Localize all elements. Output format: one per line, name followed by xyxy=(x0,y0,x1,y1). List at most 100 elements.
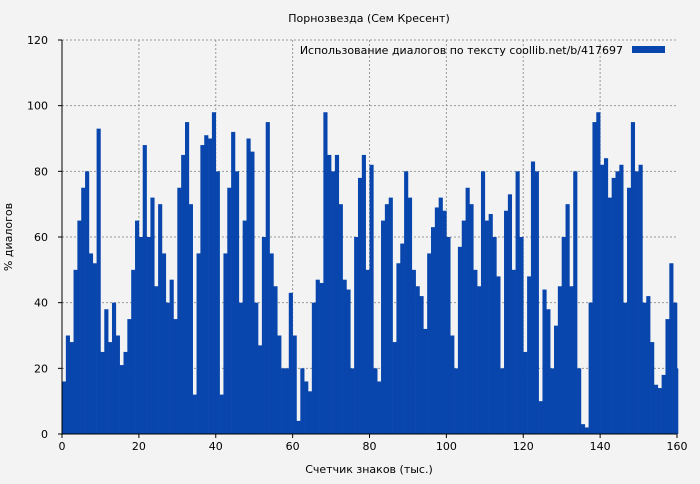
data-bar xyxy=(308,391,313,434)
data-bar xyxy=(234,171,240,435)
data-bar xyxy=(450,335,455,434)
data-bar xyxy=(573,171,578,435)
data-bar xyxy=(492,237,497,434)
data-bar xyxy=(138,237,144,434)
data-bar xyxy=(100,351,105,434)
data-bar xyxy=(361,154,366,434)
data-bar xyxy=(500,368,505,434)
data-bar xyxy=(600,164,605,434)
data-bar xyxy=(565,204,570,434)
data-bar xyxy=(488,214,493,434)
data-bar xyxy=(465,187,470,434)
data-bar xyxy=(108,342,113,434)
data-bar xyxy=(577,368,582,434)
data-bar xyxy=(115,335,120,434)
data-bar xyxy=(369,164,374,434)
x-tick-label: 80 xyxy=(363,440,377,453)
data-bar xyxy=(484,220,489,434)
data-bar xyxy=(603,158,609,434)
data-bar xyxy=(427,253,432,434)
data-bar xyxy=(196,253,201,434)
data-bar xyxy=(373,368,378,434)
data-bar xyxy=(346,289,351,434)
data-bar xyxy=(284,368,290,434)
data-bar xyxy=(653,384,659,434)
data-bar xyxy=(538,401,543,434)
data-bar xyxy=(527,276,532,434)
y-tick-label: 100 xyxy=(27,100,48,113)
data-bar xyxy=(638,164,643,434)
x-tick-label: 60 xyxy=(286,440,300,453)
data-bar xyxy=(188,204,193,434)
data-bar xyxy=(269,253,274,434)
data-bar xyxy=(446,237,451,434)
data-bar xyxy=(246,138,251,434)
data-bar xyxy=(338,204,343,434)
data-bar xyxy=(277,335,282,434)
data-bar xyxy=(627,187,632,434)
data-bar xyxy=(334,154,340,434)
legend: Использование диалогов по тексту coollib… xyxy=(300,44,665,57)
data-bar xyxy=(561,237,566,434)
data-bar xyxy=(327,154,332,434)
y-tick-label: 20 xyxy=(34,362,48,375)
data-bar xyxy=(673,302,678,434)
data-bar xyxy=(119,365,124,434)
data-bar xyxy=(381,220,386,434)
data-bar xyxy=(123,351,128,434)
data-bar xyxy=(350,368,355,434)
data-bar xyxy=(181,154,186,434)
data-bar xyxy=(411,269,416,434)
data-bar xyxy=(534,171,539,435)
data-bar xyxy=(88,253,94,434)
data-bar xyxy=(496,276,501,434)
data-bar xyxy=(511,269,516,434)
data-bar xyxy=(650,342,655,434)
data-bar xyxy=(507,194,513,434)
data-bar xyxy=(377,381,382,434)
y-tick-label: 60 xyxy=(34,231,48,244)
data-bar xyxy=(219,394,224,434)
data-bar xyxy=(104,309,109,434)
data-bar xyxy=(392,342,397,434)
data-bar xyxy=(177,187,182,434)
data-bar xyxy=(231,131,236,434)
data-bar xyxy=(281,368,286,434)
data-bar xyxy=(615,171,620,435)
data-bar xyxy=(357,177,363,434)
data-bar xyxy=(457,246,463,434)
data-bar xyxy=(669,263,674,434)
data-bar xyxy=(365,269,370,434)
data-bar xyxy=(519,237,524,434)
data-bar xyxy=(315,279,320,434)
data-bar xyxy=(415,286,420,434)
data-bar xyxy=(77,220,82,434)
data-bar xyxy=(92,263,97,434)
data-bar xyxy=(480,171,486,435)
data-bar xyxy=(454,368,459,434)
data-bar xyxy=(238,302,243,434)
x-tick-label: 20 xyxy=(132,440,146,453)
data-bar xyxy=(634,171,639,435)
data-bar xyxy=(304,381,309,434)
data-bar xyxy=(65,335,70,434)
x-tick-label: 160 xyxy=(667,440,688,453)
data-bar xyxy=(323,112,328,434)
x-tick-label: 40 xyxy=(209,440,223,453)
data-bar xyxy=(523,351,528,434)
data-bar xyxy=(273,286,278,434)
x-tick-label: 100 xyxy=(436,440,457,453)
x-tick-label: 140 xyxy=(590,440,611,453)
x-tick-label: 120 xyxy=(513,440,534,453)
data-bar xyxy=(342,279,347,434)
data-bar xyxy=(592,122,597,434)
data-bar xyxy=(142,145,147,435)
data-bar xyxy=(69,342,74,434)
data-bar xyxy=(331,171,336,435)
data-bar xyxy=(473,269,478,434)
chart-title: Порнозвезда (Сем Кресент) xyxy=(288,12,450,25)
data-bar xyxy=(288,292,293,434)
data-bar xyxy=(227,187,232,434)
